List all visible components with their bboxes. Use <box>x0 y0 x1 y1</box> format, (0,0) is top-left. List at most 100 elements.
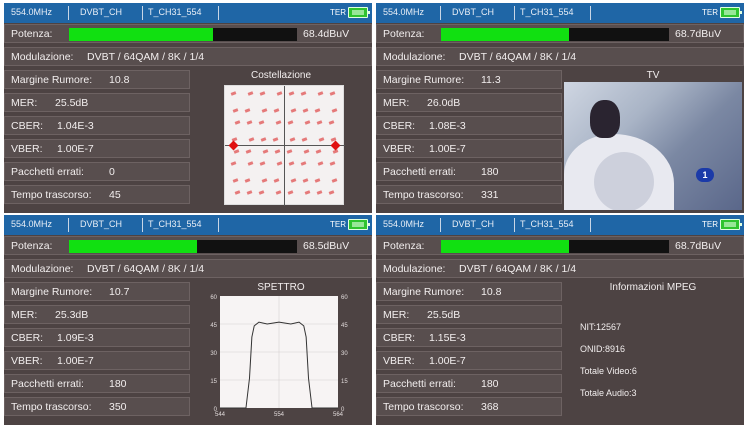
metric-value: 25.5dB <box>427 309 461 321</box>
constellation-point <box>302 108 309 113</box>
constellation-point <box>290 178 297 183</box>
tv-picture-shade <box>594 152 654 210</box>
metric-value: 180 <box>109 378 127 390</box>
mpeg-info-line: ONID:8916 <box>580 344 626 354</box>
power-row: Potenza: 68.5dBuV <box>4 236 372 255</box>
metric-row: MER: 25.3dB <box>4 305 190 324</box>
status-bar: 554.0MHz DVBT_CH T_CH31_554 TER <box>4 215 372 235</box>
channel-label: T_CH31_554 <box>148 7 202 17</box>
y-tick-label: 45 <box>341 323 348 329</box>
constellation-point <box>328 190 335 195</box>
constellation-point <box>260 137 267 142</box>
metric-value: 368 <box>481 401 499 413</box>
metric-row: MER: 25.5dB <box>376 305 562 324</box>
constellation-point <box>246 190 253 195</box>
modulation-value: DVBT / 64QAM / 8K / 1/4 <box>459 51 577 63</box>
metric-row: Margine Rumore: 11.3 <box>376 70 562 89</box>
metric-value: 0 <box>109 166 115 178</box>
metric-label: MER: <box>11 309 38 321</box>
metric-label: CBER: <box>11 120 44 132</box>
channel-label: T_CH31_554 <box>520 219 574 229</box>
power-level-bar <box>69 240 297 253</box>
frequency-label: 554.0MHz <box>11 219 53 229</box>
metric-row: VBER: 1.00E-7 <box>376 351 562 370</box>
modulation-row: Modulazione: DVBT / 64QAM / 8K / 1/4 <box>4 259 372 278</box>
power-value: 68.7dBuV <box>675 28 722 40</box>
standard-label: DVBT_CH <box>80 219 123 229</box>
metric-row: Tempo trascorso: 331 <box>376 185 562 204</box>
metric-row: Tempo trascorso: 350 <box>4 397 190 416</box>
metric-label: CBER: <box>383 332 416 344</box>
metric-row: Tempo trascorso: 45 <box>4 185 190 204</box>
view-title: TV <box>646 70 660 81</box>
constellation-point <box>302 178 309 183</box>
frequency-label: 554.0MHz <box>11 7 53 17</box>
view-title: Informazioni MPEG <box>609 282 697 293</box>
metric-row: Pacchetti errati: 0 <box>4 162 190 181</box>
metric-label: MER: <box>11 97 38 109</box>
constellation-point <box>273 108 280 113</box>
status-bar: 554.0MHz DVBT_CH T_CH31_554 TER <box>376 3 744 23</box>
constellation-point <box>287 190 294 195</box>
channel-label: T_CH31_554 <box>520 7 574 17</box>
metric-label: VBER: <box>11 143 43 155</box>
metric-row: CBER: 1.09E-3 <box>4 328 190 347</box>
constellation-point <box>314 108 321 113</box>
divider <box>590 218 591 232</box>
mode-label: TER <box>330 220 346 229</box>
metric-row: Margine Rumore: 10.7 <box>4 282 190 301</box>
constellation-point <box>259 161 266 166</box>
modulation-value: DVBT / 64QAM / 8K / 1/4 <box>87 51 205 63</box>
metric-value: 1.09E-3 <box>57 332 94 344</box>
measurement-view: SPETTRO 60 60 45 45 30 30 15 15 0 0 544 554 564 <box>194 282 368 422</box>
constellation-point <box>259 91 266 96</box>
tv-preview: 1 <box>564 82 742 210</box>
measurement-view: Informazioni MPEG NIT:12567 ONID:8916 Total… <box>566 282 740 422</box>
constellation-point <box>248 137 255 142</box>
metric-value: 1.08E-3 <box>429 120 466 132</box>
metric-value: 180 <box>481 378 499 390</box>
modulation-row: Modulazione: DVBT / 64QAM / 8K / 1/4 <box>376 259 744 278</box>
modulation-label: Modulazione: <box>383 51 446 63</box>
metric-value: 331 <box>481 189 499 201</box>
metric-label: VBER: <box>383 355 415 367</box>
mpeg-info-line: Totale Video:6 <box>580 366 637 376</box>
metric-row: VBER: 1.00E-7 <box>4 351 190 370</box>
metric-value: 45 <box>109 189 121 201</box>
standard-label: DVBT_CH <box>80 7 123 17</box>
divider <box>218 218 219 232</box>
metric-label: CBER: <box>11 332 44 344</box>
constellation-point <box>300 91 307 96</box>
constellation-point <box>262 149 269 154</box>
constellation-point <box>244 108 251 113</box>
constellation-point <box>303 149 310 154</box>
metric-row: Margine Rumore: 10.8 <box>376 282 562 301</box>
metric-row: VBER: 1.00E-7 <box>376 139 562 158</box>
power-row: Potenza: 68.4dBuV <box>4 24 372 43</box>
y-tick-label: 15 <box>341 379 348 385</box>
constellation-point <box>289 137 296 142</box>
x-tick-label: 544 <box>215 412 226 418</box>
constellation-point <box>318 137 325 142</box>
frequency-label: 554.0MHz <box>383 7 425 17</box>
x-tick-label: 564 <box>333 412 344 418</box>
metric-value: 26.0dB <box>427 97 461 109</box>
constellation-point <box>230 91 237 96</box>
constellation-point <box>244 178 251 183</box>
power-label: Potenza: <box>11 28 53 40</box>
modulation-row: Modulazione: DVBT / 64QAM / 8K / 1/4 <box>376 47 744 66</box>
measurement-view: Costellazione <box>194 70 368 210</box>
constellation-point <box>288 161 295 166</box>
metric-row: Tempo trascorso: 368 <box>376 397 562 416</box>
power-level-bar <box>441 240 669 253</box>
constellation-point <box>290 108 297 113</box>
constellation-point <box>275 120 282 125</box>
metric-row: CBER: 1.04E-3 <box>4 116 190 135</box>
y-tick-label: 60 <box>341 295 348 301</box>
metric-value: 1.00E-7 <box>57 355 94 367</box>
constellation-point <box>261 108 268 113</box>
metric-value: 180 <box>481 166 499 178</box>
constellation-point <box>258 120 265 125</box>
constellation-point <box>258 190 265 195</box>
